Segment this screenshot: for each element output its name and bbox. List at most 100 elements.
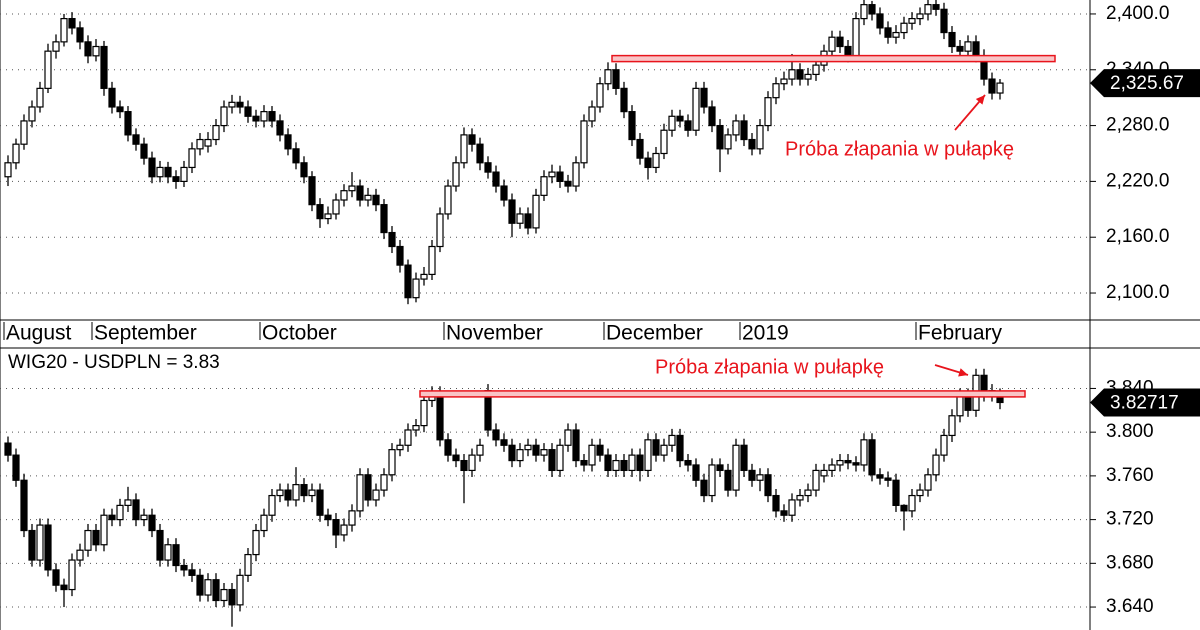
candle-body bbox=[284, 489, 292, 501]
candle-body bbox=[956, 394, 964, 417]
candle-body bbox=[444, 185, 452, 215]
y-tick-label: 3.760 bbox=[1106, 465, 1154, 486]
candle-body bbox=[948, 415, 956, 437]
candle-body bbox=[804, 489, 812, 497]
candle-body bbox=[324, 514, 332, 521]
candle-body bbox=[900, 504, 908, 512]
candle-body bbox=[828, 464, 836, 472]
candle-body bbox=[780, 510, 788, 516]
candle-body bbox=[420, 399, 428, 427]
candle-body bbox=[844, 459, 852, 464]
candle-body bbox=[588, 444, 596, 466]
candle-body bbox=[740, 120, 748, 141]
candle-body bbox=[172, 176, 180, 182]
candle-body bbox=[460, 459, 468, 472]
candle-body bbox=[372, 489, 380, 501]
candle-body bbox=[788, 499, 796, 516]
candle-body bbox=[92, 45, 100, 57]
y-tick-label: 3.640 bbox=[1106, 596, 1154, 617]
candle-body bbox=[852, 18, 860, 57]
candle-body bbox=[148, 514, 156, 532]
candle-body bbox=[212, 124, 220, 141]
candle-body bbox=[692, 87, 700, 131]
candle-body bbox=[356, 185, 364, 201]
candle-body bbox=[916, 13, 924, 20]
candle-body bbox=[452, 162, 460, 187]
candle-body bbox=[620, 87, 628, 113]
candle-body bbox=[60, 584, 68, 591]
candle-body bbox=[724, 469, 732, 491]
candle-body bbox=[868, 439, 876, 476]
candle-body bbox=[316, 204, 324, 220]
candle-body bbox=[380, 474, 388, 491]
candle-body bbox=[156, 529, 164, 561]
candle-body bbox=[484, 162, 492, 173]
y-tick-label: 2,280.0 bbox=[1106, 115, 1169, 136]
candle-body bbox=[572, 162, 580, 187]
candle-body bbox=[228, 588, 236, 606]
candle-body bbox=[404, 264, 412, 299]
candle-body bbox=[252, 115, 260, 122]
candle-body bbox=[924, 474, 932, 491]
candle-body bbox=[140, 514, 148, 521]
candle-body bbox=[316, 489, 324, 516]
candle-body bbox=[668, 115, 676, 131]
candle-body bbox=[340, 524, 348, 536]
candle-body bbox=[356, 474, 364, 512]
candle-body bbox=[604, 454, 612, 472]
candle-body bbox=[60, 18, 68, 43]
candle-body bbox=[716, 124, 724, 150]
candle-body bbox=[108, 87, 116, 108]
candle-body bbox=[572, 429, 580, 462]
candle-body bbox=[156, 166, 164, 178]
candle-body bbox=[308, 176, 316, 206]
candle-body bbox=[372, 194, 380, 206]
candle-body bbox=[276, 120, 284, 136]
candle-body bbox=[564, 180, 572, 187]
candle-body bbox=[220, 588, 228, 602]
candle-body bbox=[756, 124, 764, 150]
candle-body bbox=[540, 176, 548, 196]
candle-body bbox=[244, 553, 252, 576]
candle-body bbox=[636, 454, 644, 472]
candle-body bbox=[772, 494, 780, 512]
candle-body bbox=[748, 469, 756, 481]
last-price-label: 2,325.67 bbox=[1110, 73, 1184, 94]
candle-body bbox=[124, 499, 132, 506]
candle-body bbox=[36, 87, 44, 108]
candle-body bbox=[196, 138, 204, 150]
candle-body bbox=[620, 459, 628, 472]
candle-body bbox=[996, 82, 1004, 94]
candle-body bbox=[4, 442, 12, 456]
candle-body bbox=[332, 199, 340, 215]
candle-body bbox=[964, 41, 972, 52]
candle-body bbox=[388, 231, 396, 248]
candle-body bbox=[236, 574, 244, 606]
candle-body bbox=[916, 489, 924, 497]
candle-body bbox=[884, 477, 892, 481]
candle-body bbox=[500, 439, 508, 446]
candle-body bbox=[84, 529, 92, 551]
candle-body bbox=[252, 529, 260, 556]
candle-body bbox=[52, 569, 60, 586]
candle-body bbox=[76, 549, 84, 561]
candle-body bbox=[84, 41, 92, 57]
candle-body bbox=[500, 185, 508, 201]
candle-body bbox=[124, 111, 132, 136]
last-price-label: 3.82717 bbox=[1110, 392, 1179, 413]
panel-title: WIG20 - USDPLN = 3.83 bbox=[8, 352, 220, 373]
candle-body bbox=[948, 31, 956, 48]
candle-body bbox=[556, 444, 564, 472]
annotation: Próba złapania w pułapkę bbox=[785, 138, 1014, 160]
candle-body bbox=[476, 444, 484, 456]
candle-body bbox=[116, 504, 124, 521]
candle-body bbox=[300, 484, 308, 497]
candle-body bbox=[804, 73, 812, 80]
candle-body bbox=[428, 245, 436, 276]
candle-body bbox=[924, 4, 932, 15]
candle-body bbox=[180, 564, 188, 571]
candle-body bbox=[724, 134, 732, 150]
candle-body bbox=[836, 36, 844, 48]
candle-body bbox=[884, 27, 892, 38]
candle-body bbox=[44, 524, 52, 571]
